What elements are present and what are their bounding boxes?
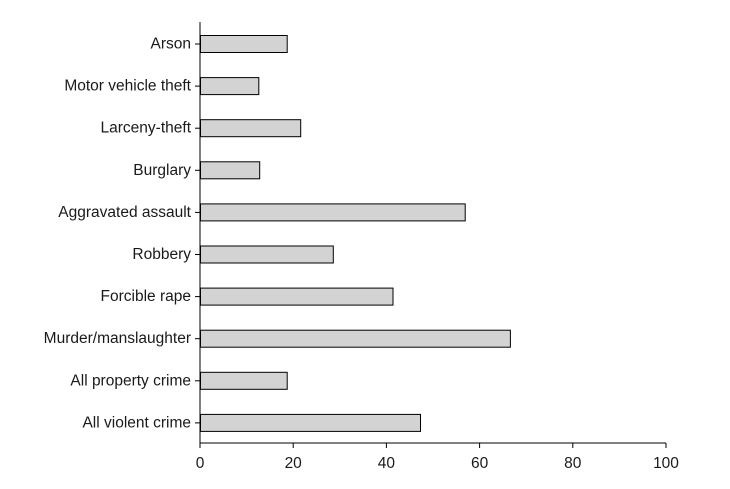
category-label: Arson bbox=[151, 36, 192, 53]
x-axis-ticks: 0 20 40 60 80 100 bbox=[196, 443, 679, 472]
x-tick-label: 60 bbox=[471, 455, 489, 472]
x-tick-label: 40 bbox=[378, 455, 396, 472]
bar bbox=[200, 119, 302, 138]
category-label: All violent crime bbox=[82, 414, 191, 431]
category-label: Aggravated assault bbox=[58, 204, 191, 221]
category-label: Motor vehicle theft bbox=[64, 78, 191, 95]
category-label: All property crime bbox=[70, 372, 191, 389]
bar bbox=[200, 413, 421, 432]
bar bbox=[200, 203, 466, 222]
category-label: Robbery bbox=[132, 246, 191, 263]
x-tick-label: 100 bbox=[653, 455, 679, 472]
bar bbox=[200, 161, 261, 180]
bars-group bbox=[200, 35, 511, 432]
bar bbox=[200, 287, 394, 306]
category-label: Larceny-theft bbox=[101, 120, 192, 137]
bar bbox=[200, 35, 288, 53]
bar bbox=[200, 329, 511, 348]
x-tick-label: 20 bbox=[285, 455, 303, 472]
bar bbox=[200, 245, 334, 264]
category-label: Burglary bbox=[133, 162, 191, 179]
category-label: Forcible rape bbox=[101, 288, 191, 305]
bar bbox=[200, 371, 288, 390]
x-tick-label: 0 bbox=[196, 455, 205, 472]
category-label: Murder/manslaughter bbox=[44, 330, 191, 347]
bar bbox=[200, 77, 260, 96]
category-labels: Arson Motor vehicle theft Larceny-theft Bur… bbox=[44, 36, 200, 431]
x-tick-label: 80 bbox=[564, 455, 582, 472]
